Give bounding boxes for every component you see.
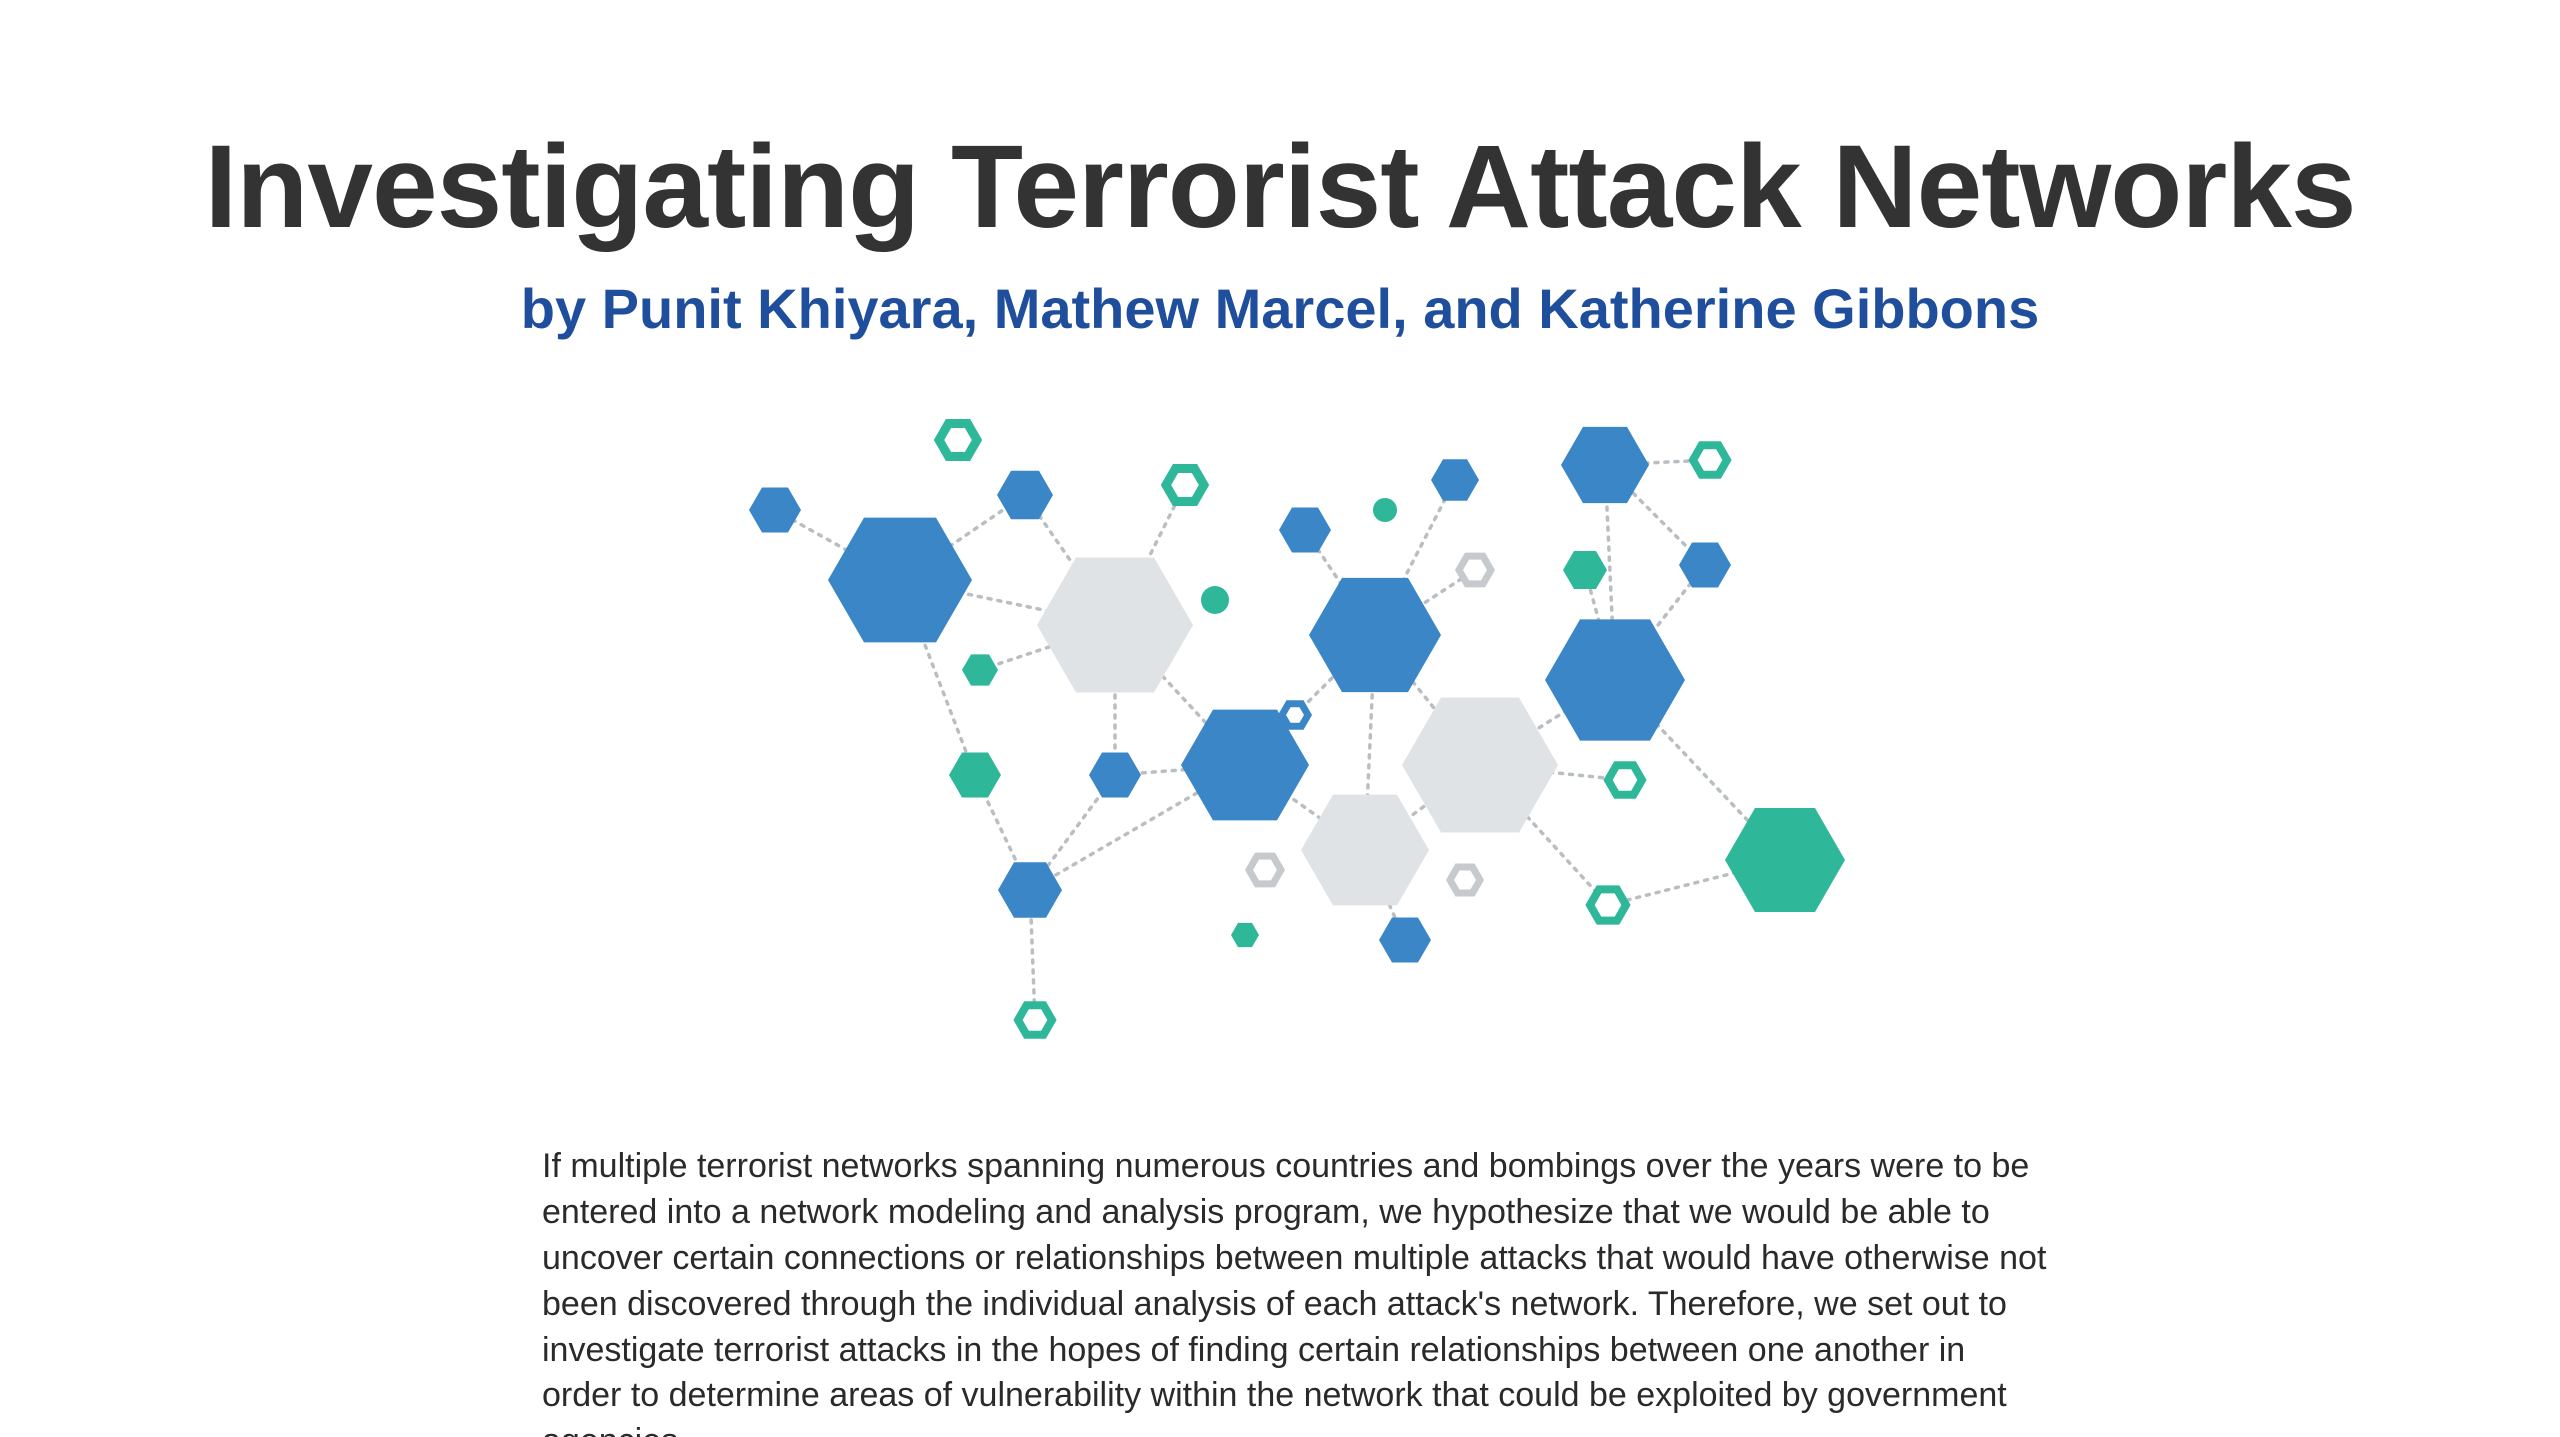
node-t6 xyxy=(1563,551,1607,589)
network-svg xyxy=(620,380,1940,1060)
page-subtitle: by Punit Khiyara, Mathew Marcel, and Kat… xyxy=(0,276,2560,341)
node-to6 xyxy=(1590,889,1626,920)
node-b2 xyxy=(828,518,972,643)
node-b4 xyxy=(998,862,1062,917)
node-to1 xyxy=(939,424,977,457)
page-title: Investigating Terrorist Attack Networks xyxy=(0,119,2560,255)
nodes-layer xyxy=(749,424,1845,1035)
node-t2 xyxy=(949,752,1001,797)
page: Investigating Terrorist Attack Networks … xyxy=(0,0,2560,1437)
node-b8 xyxy=(1309,578,1441,692)
node-g2 xyxy=(1301,795,1429,906)
node-go3 xyxy=(1450,867,1480,893)
node-t7 xyxy=(1725,808,1845,912)
node-b12 xyxy=(1545,619,1685,740)
node-b1 xyxy=(749,487,801,532)
node-t4 xyxy=(1231,923,1259,947)
node-b13 xyxy=(1679,542,1731,587)
node-b5 xyxy=(1089,752,1141,797)
node-b9 xyxy=(1431,459,1479,501)
node-b10 xyxy=(1379,917,1431,962)
node-t3 xyxy=(1201,586,1229,614)
node-b7 xyxy=(1279,507,1331,552)
body-paragraph: If multiple terrorist networks spanning … xyxy=(542,1144,2052,1437)
node-to4 xyxy=(1608,765,1642,794)
node-go2 xyxy=(1459,556,1491,584)
node-to2 xyxy=(1018,1005,1052,1034)
node-bo1 xyxy=(1282,704,1308,727)
network-diagram xyxy=(620,380,1940,1060)
node-to3 xyxy=(1166,469,1204,502)
node-g3 xyxy=(1402,697,1558,832)
node-b11 xyxy=(1561,427,1649,503)
node-g1 xyxy=(1037,557,1193,692)
node-t5 xyxy=(1373,498,1397,522)
node-b3 xyxy=(997,471,1053,520)
node-go1 xyxy=(1249,856,1281,884)
node-to5 xyxy=(1693,445,1727,474)
node-t1 xyxy=(962,654,998,685)
